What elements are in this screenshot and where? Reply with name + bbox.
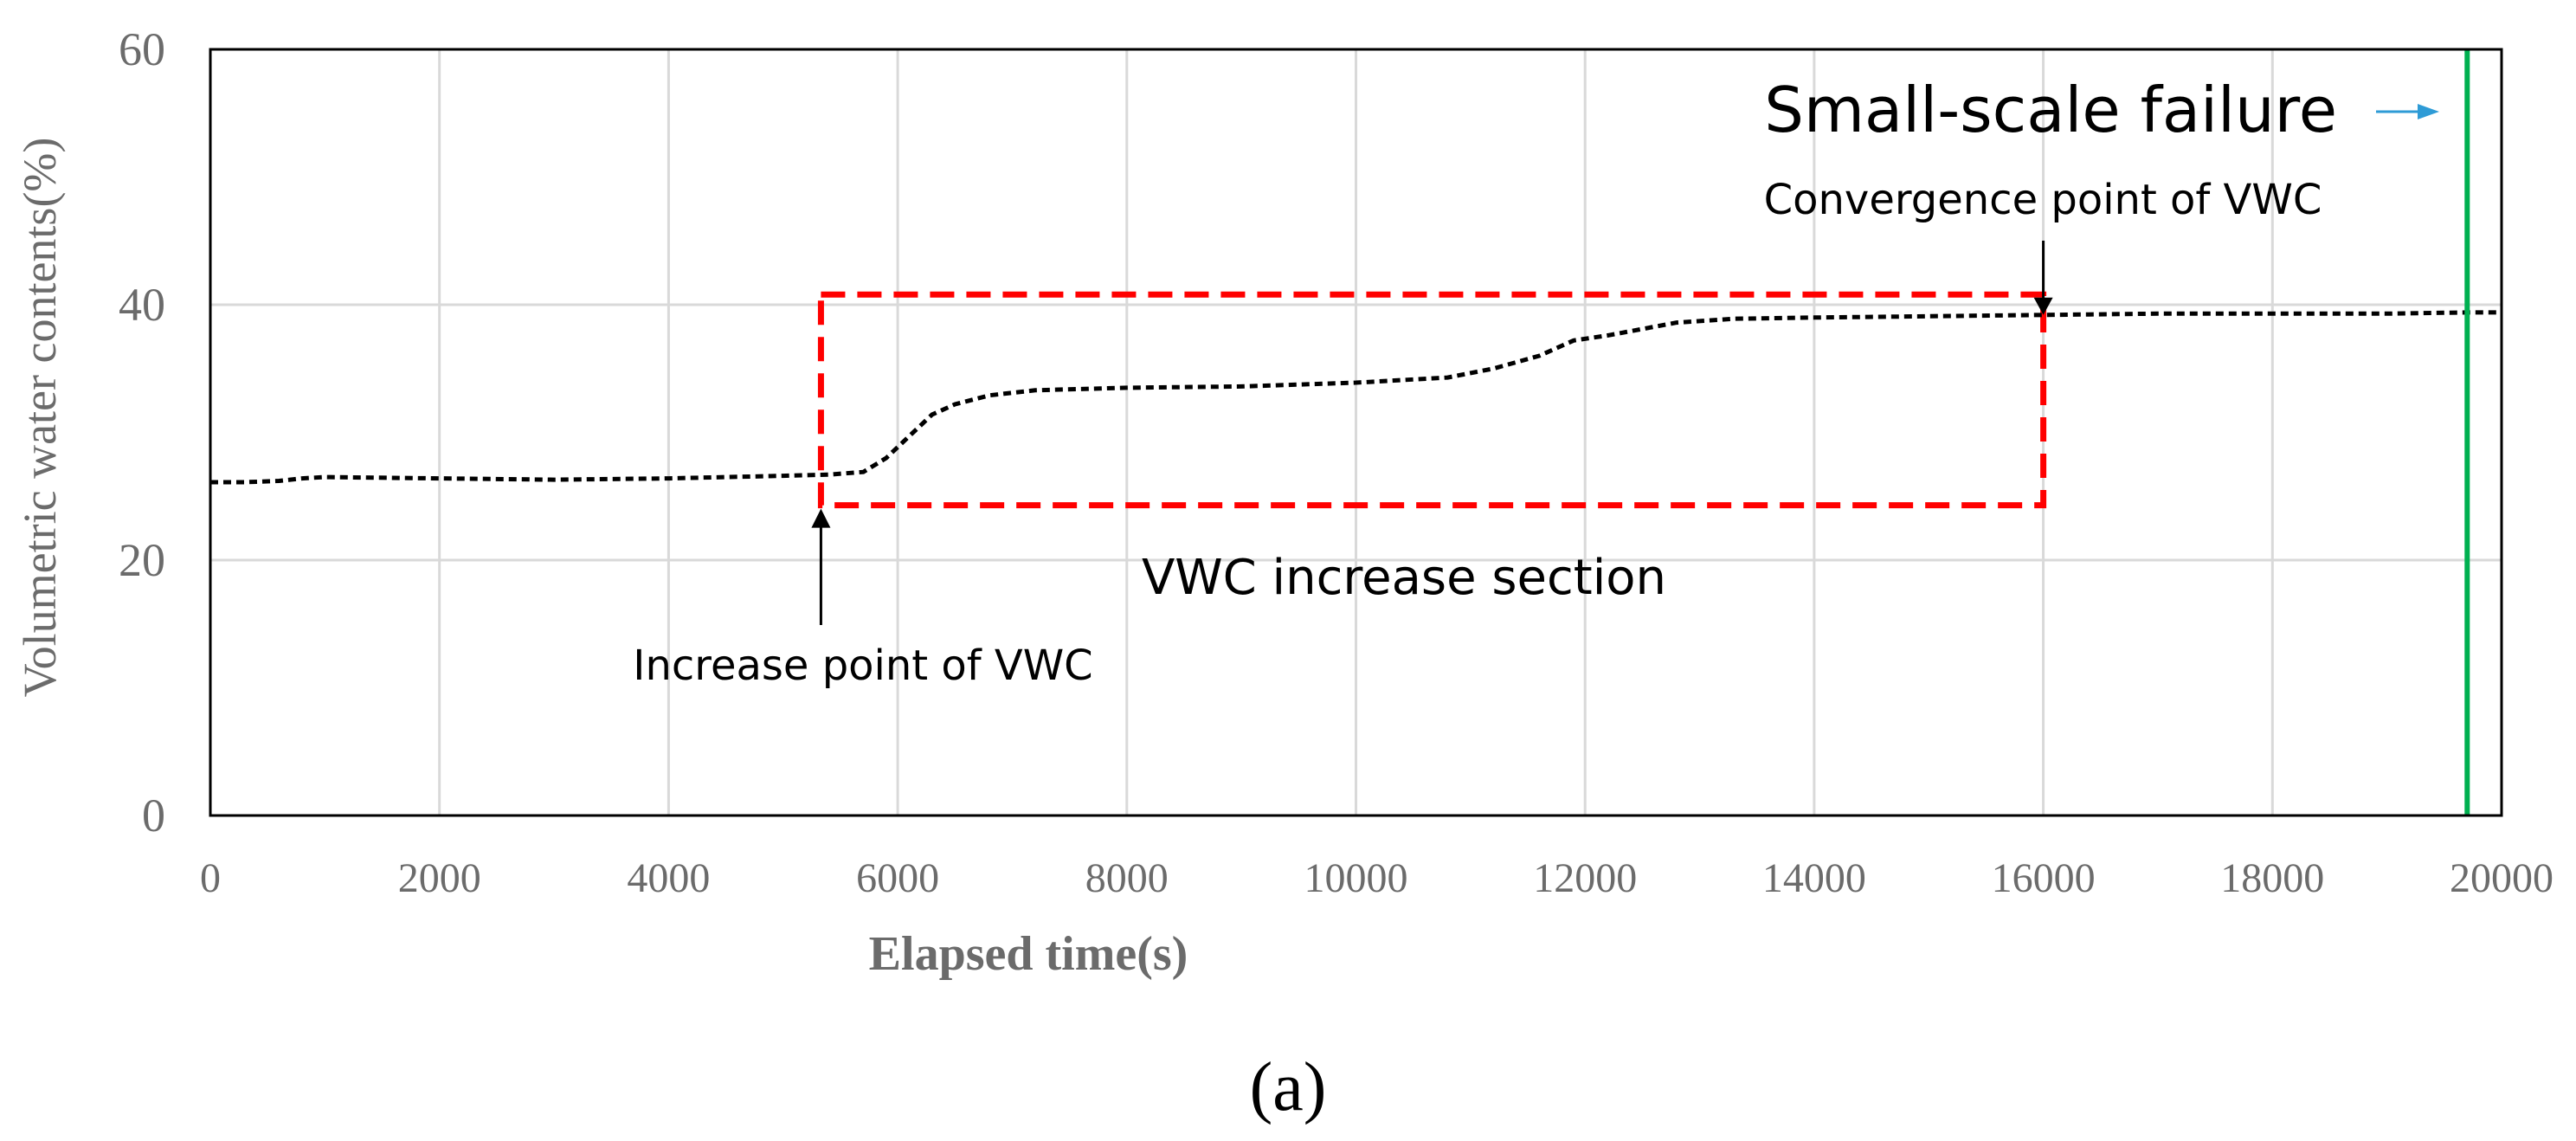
y-axis-title: Volumetric water contents(%) (14, 138, 66, 698)
x-tick-label: 16000 (1992, 855, 2096, 901)
failure-arrow-head (2418, 104, 2439, 119)
convergence-arrow-head (2033, 297, 2053, 315)
x-tick-label: 4000 (627, 855, 710, 901)
x-tick-label: 8000 (1085, 855, 1169, 901)
x-tick-label: 10000 (1304, 855, 1408, 901)
series-line-vwc (210, 310, 2502, 485)
x-tick-label: 12000 (1533, 855, 1637, 901)
x-tick-label: 6000 (856, 855, 939, 901)
y-tick-labels: 0 20 40 60 (119, 23, 165, 841)
series-group (210, 310, 2502, 485)
y-tick-label: 60 (119, 23, 165, 75)
increase-section-box-group (817, 291, 2047, 509)
x-tick-label: 18000 (2220, 855, 2324, 901)
increase-section-box (817, 291, 2047, 509)
x-tick-label: 20000 (2450, 855, 2553, 901)
x-tick-labels: 0 2000 4000 6000 8000 10000 12000 14000 16000 180… (200, 855, 2553, 901)
small-scale-failure-label: Small-scale failure (1764, 74, 2337, 146)
increase-point-label: Increase point of VWC (633, 641, 1092, 690)
x-axis-title: Elapsed time(s) (869, 927, 1188, 981)
grid-lines (210, 49, 2502, 815)
x-tick-label: 2000 (398, 855, 481, 901)
y-tick-label: 40 (119, 279, 165, 331)
x-tick-label: 0 (200, 855, 221, 901)
plot-frame (209, 48, 2503, 817)
convergence-point-label: Convergence point of VWC (1764, 176, 2322, 224)
panel-label: (a) (1250, 1049, 1327, 1125)
x-tick-label: 14000 (1762, 855, 1866, 901)
increase-arrow-head (811, 508, 831, 528)
y-tick-label: 0 (142, 790, 165, 841)
y-tick-label: 20 (119, 534, 165, 586)
annotations-group: Small-scale failure Convergence point of… (633, 74, 2439, 690)
increase-section-label: VWC increase section (1142, 550, 1666, 606)
